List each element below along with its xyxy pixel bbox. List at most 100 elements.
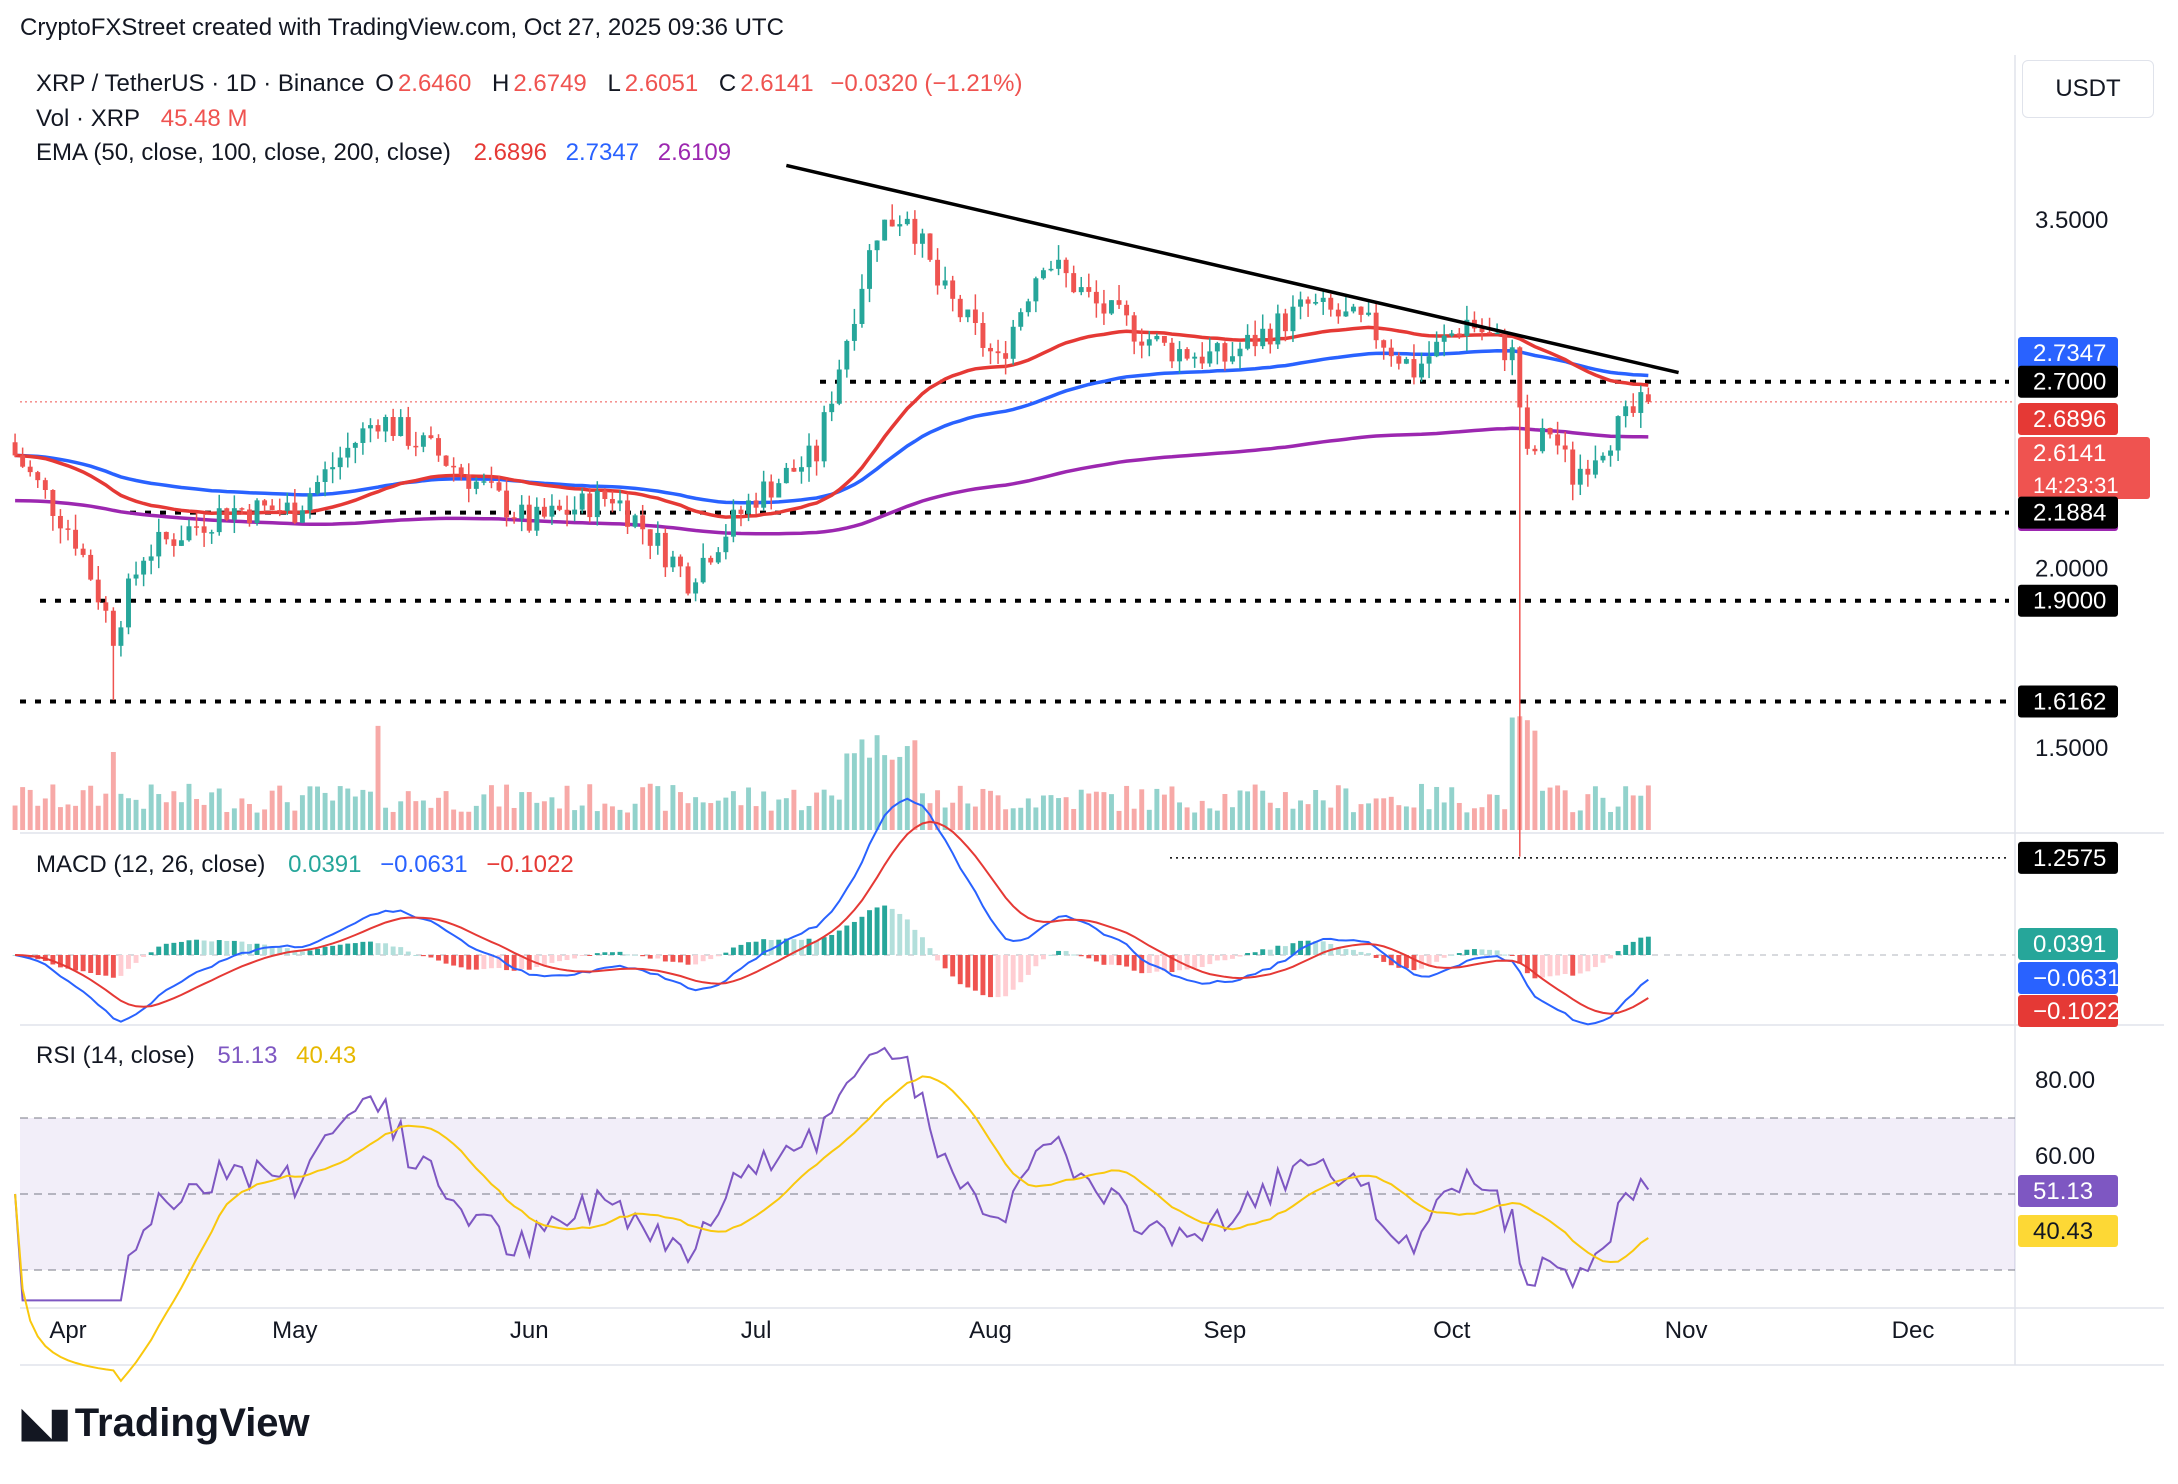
macd-histogram-bar (753, 941, 759, 955)
candle-body (972, 309, 978, 324)
candle-body (451, 465, 457, 468)
volume-bar (564, 785, 570, 830)
candle-body (867, 250, 872, 289)
volume-bar (1434, 786, 1440, 830)
candle-body (345, 447, 351, 458)
macd-histogram-bar (1260, 949, 1266, 955)
macd-histogram-bar (972, 955, 978, 991)
support-resistance-lines (20, 379, 2015, 859)
candle-body (405, 417, 411, 446)
currency-button[interactable]: USDT (2022, 60, 2154, 118)
candle-body (1063, 259, 1069, 274)
rsi-line (14, 1046, 1650, 1302)
volume-bar (277, 785, 283, 830)
volume-bar (133, 799, 139, 830)
volume-bar (1638, 795, 1644, 830)
candle-body (708, 557, 714, 563)
volume-label: Vol · XRP (36, 105, 141, 132)
macd-histogram-bar (655, 955, 661, 959)
macd-histogram-bar (1396, 955, 1402, 968)
macd-line (14, 797, 1649, 1026)
macd-histogram-bar (103, 955, 109, 976)
price-tag-ema50 (2018, 403, 2118, 435)
volume-bar (609, 806, 615, 830)
candle-body (897, 224, 903, 227)
macd-histogram-bar (201, 940, 207, 955)
macd-histogram-bar (186, 940, 192, 955)
candle-body (776, 483, 782, 498)
macd-histogram-bar (640, 955, 646, 957)
indicator-tag (2018, 962, 2118, 994)
candle-body (647, 529, 653, 546)
volume-bar (1199, 800, 1205, 830)
macd-histogram-bar (473, 955, 479, 970)
macd-histogram-bar (73, 955, 79, 971)
volume-bar (1350, 812, 1356, 830)
volume-bar (1025, 798, 1031, 830)
macd-histogram-bar (1623, 944, 1629, 955)
volume-bar (20, 787, 26, 830)
volume-bar (1237, 790, 1243, 830)
candle-body (632, 515, 638, 527)
volume-bar (1040, 795, 1046, 830)
macd-histogram-bar (1131, 955, 1137, 971)
candle-body (640, 515, 646, 530)
macd-histogram-bar (360, 941, 366, 955)
candle-body (1388, 347, 1394, 357)
macd-histogram-bar (708, 955, 714, 960)
candle-body (284, 502, 290, 511)
macd-histogram-bar (1161, 955, 1167, 971)
macd-histogram-bar (1124, 955, 1130, 967)
macd-histogram-bar (1547, 955, 1553, 977)
macd-histogram-bar (617, 951, 623, 955)
macd-histogram-bar (519, 955, 525, 969)
macd-histogram-bar (1638, 937, 1644, 955)
volume-bar (1116, 810, 1122, 830)
candle-body (368, 425, 373, 429)
volume-bar (829, 795, 835, 830)
candle-body (1177, 349, 1182, 362)
candle-body (1245, 334, 1251, 349)
macd-hist-value: 0.0391 (288, 851, 362, 878)
volume-value: 45.48 M (160, 105, 248, 132)
macd-histogram-bar (844, 925, 850, 955)
rsi-pane (14, 1046, 2015, 1383)
candle-body (95, 579, 101, 603)
volume-bar (1267, 802, 1273, 830)
tradingview-logo-icon: ◣▮ (22, 1401, 71, 1445)
time-tick-label: Oct (1433, 1317, 1471, 1344)
price-tag-level (2018, 841, 2118, 874)
volume-bar (655, 786, 661, 830)
macd-histogram-bar (133, 955, 139, 963)
volume-bar (942, 807, 948, 830)
price-tag-last (2018, 437, 2150, 499)
volume-bar (156, 794, 162, 830)
volume-bar (1048, 795, 1054, 830)
volume-bar (557, 808, 562, 830)
candle-body (224, 508, 230, 520)
candle-body (254, 500, 260, 524)
volume-bar (178, 802, 184, 830)
macd-histogram-bar (1517, 955, 1523, 964)
candle-body (1071, 273, 1077, 293)
volume-bar (1524, 720, 1530, 830)
candle-body (27, 466, 33, 473)
candle-body (851, 323, 857, 341)
candle-body (1600, 455, 1606, 461)
candle-body (670, 556, 676, 568)
volume-bar (904, 746, 910, 830)
candle-body (443, 455, 449, 466)
volume-bar (1335, 785, 1341, 830)
candle-body (337, 457, 343, 468)
volume-bar (1260, 790, 1266, 830)
macd-histogram-bar (443, 955, 449, 964)
tradingview-logo[interactable]: ◣▮ TradingView (22, 1400, 310, 1446)
macd-histogram-bar (1093, 955, 1099, 962)
candle-body (988, 347, 993, 352)
macd-histogram-bar (995, 955, 1001, 998)
volume-bar (511, 807, 517, 830)
volume-bar (1328, 807, 1334, 830)
macd-pane (12, 797, 2015, 1026)
volume-bar (1547, 787, 1553, 830)
